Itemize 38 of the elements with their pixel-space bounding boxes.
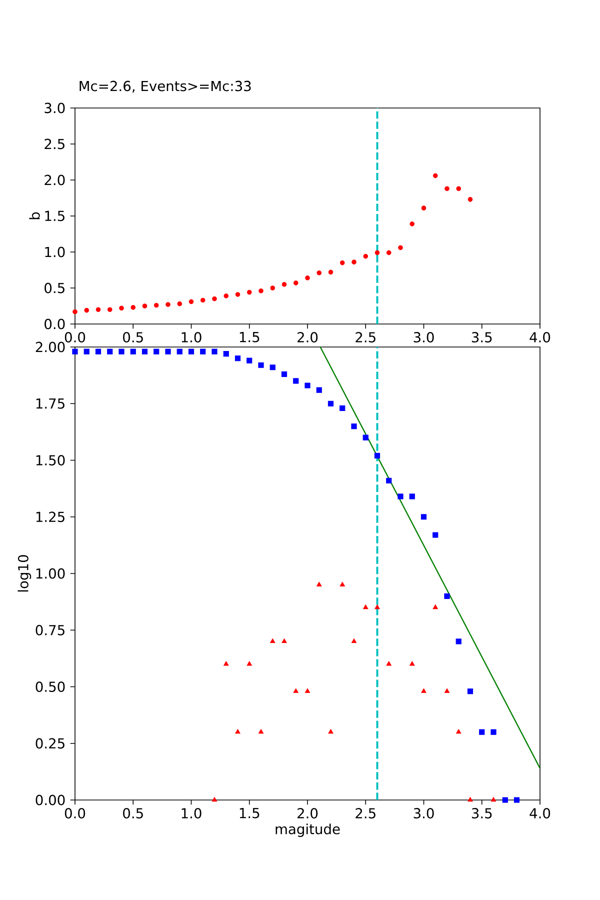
x-tick-label: 3.5 bbox=[472, 332, 492, 342]
y-tick-label: 0.50 bbox=[36, 682, 65, 692]
x-tick-label: 1.0 bbox=[182, 332, 202, 342]
x-tick-label: 2.0 bbox=[298, 808, 318, 818]
y-tick-label: 2.0 bbox=[44, 174, 65, 186]
y-tick-label: 0.5 bbox=[44, 282, 64, 294]
y-tick-label: 0.25 bbox=[36, 738, 64, 749]
y-axis-title: b bbox=[29, 212, 40, 220]
x-tick-label: 1.5 bbox=[240, 332, 260, 342]
x-tick-label: 0.5 bbox=[123, 332, 143, 342]
y-tick-label: 1.5 bbox=[45, 210, 64, 222]
x-tick-label: 0.0 bbox=[64, 332, 86, 342]
y-tick-label: 1.75 bbox=[36, 398, 64, 409]
y-tick-label: 1.50 bbox=[36, 455, 65, 466]
x-tick-label: 2.5 bbox=[356, 808, 376, 818]
y-tick-label: 1.0 bbox=[45, 246, 65, 258]
x-tick-label: 1.5 bbox=[240, 808, 260, 818]
chart-title: Mc=2.6, Events>=Mc:33 bbox=[80, 80, 251, 93]
x-tick-label: 2.0 bbox=[298, 332, 318, 342]
x-tick-label: 3.0 bbox=[414, 808, 434, 818]
y-tick-label: 3.0 bbox=[44, 102, 65, 114]
x-tick-label: 4.0 bbox=[530, 332, 550, 342]
y-tick-label: 0.00 bbox=[36, 794, 65, 806]
y-tick-label: 0.75 bbox=[36, 624, 64, 636]
x-axis-title: magitude bbox=[276, 824, 340, 837]
y-tick-label: 1.00 bbox=[36, 568, 65, 579]
x-tick-label: 3.5 bbox=[472, 808, 492, 818]
y-tick-label: 2.00 bbox=[36, 342, 65, 352]
x-tick-label: 2.5 bbox=[356, 332, 376, 342]
x-tick-label: 4.0 bbox=[530, 808, 550, 818]
y-axis-title: log10 bbox=[18, 555, 32, 592]
x-tick-label: 1.0 bbox=[182, 808, 202, 818]
x-tick-label: 0.0 bbox=[64, 808, 86, 818]
y-tick-label: 0.0 bbox=[44, 318, 65, 330]
y-tick-label: 2.5 bbox=[44, 138, 64, 150]
x-tick-label: 0.5 bbox=[123, 808, 143, 818]
x-tick-label: 3.0 bbox=[414, 332, 434, 342]
y-tick-label: 1.25 bbox=[36, 512, 64, 522]
